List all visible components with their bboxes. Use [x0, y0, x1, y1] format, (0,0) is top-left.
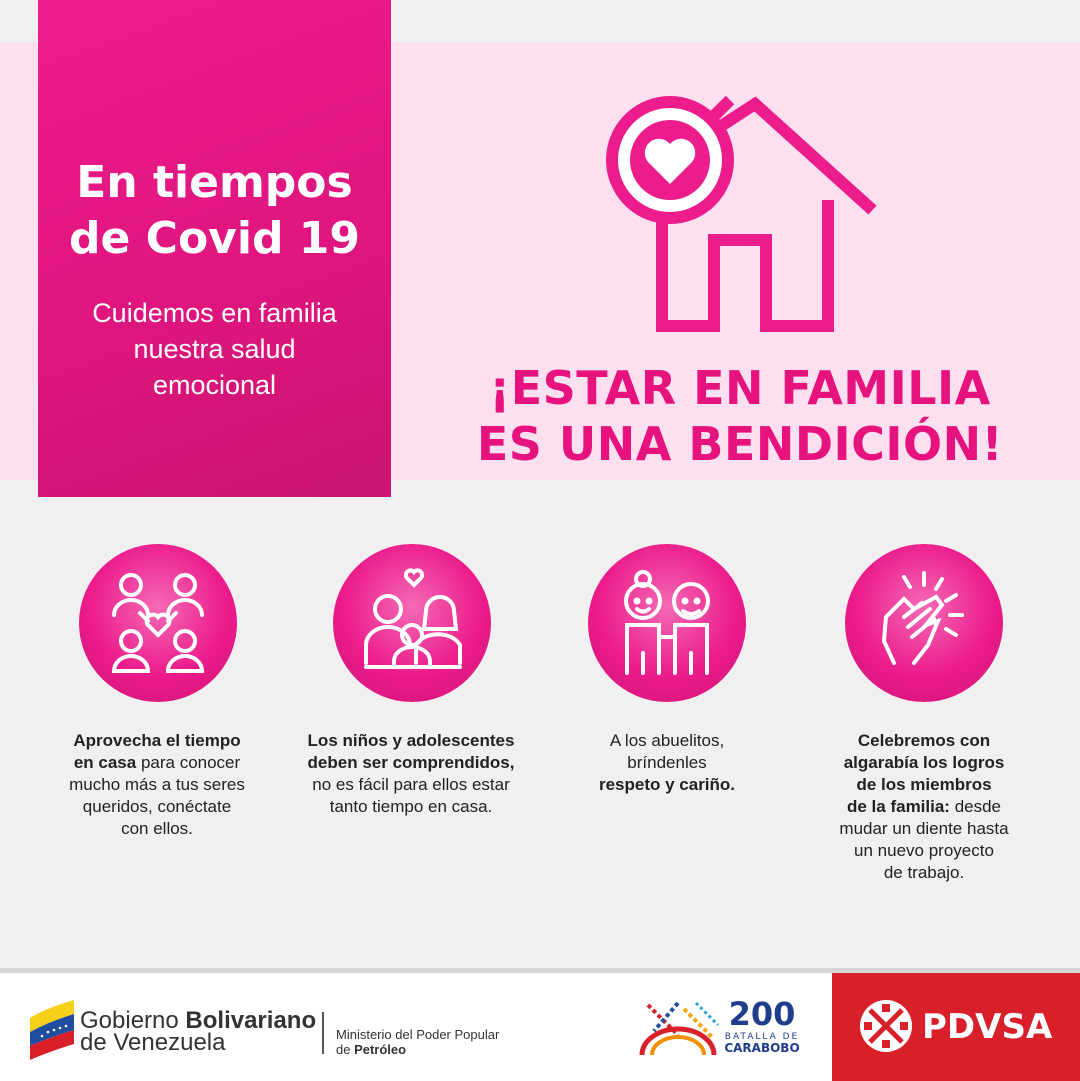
headline: ¡ESTAR EN FAMILIA ES UNA BENDICIÓN! [476, 361, 1004, 471]
pdvsa-wordmark: PDVSA [922, 1007, 1053, 1047]
bicentenario-line1: BATALLA DE [725, 1032, 799, 1042]
footer-divider [0, 968, 1080, 973]
tip-caption-3: A los abuelitos, bríndenles respeto y ca… [598, 731, 736, 794]
bicentenario-carabobo-logo: 200 BATALLA DE CARABOBO [639, 995, 800, 1056]
tip-circle-4 [845, 544, 1003, 702]
ministerio-label: Ministerio del Poder Popular de Petróleo [336, 1027, 500, 1057]
tip-circle-3 [588, 544, 746, 702]
pdvsa-sun-icon [860, 1000, 912, 1052]
tip-caption-4: Celebremos con algarabía los logros de l… [839, 731, 1009, 882]
house-heart-icon [606, 95, 877, 332]
main-title: En tiempos de Covid 19 [69, 157, 360, 264]
title-box: En tiempos de Covid 19 Cuidemos en famil… [38, 0, 391, 497]
tip-caption-1: Aprovecha el tiempo en casa para conocer… [69, 731, 245, 838]
gobierno-bolivariano-logo: Gobierno Bolivariano de Venezuela [80, 1007, 317, 1056]
tip-circle-2 [333, 544, 491, 702]
logo-separator [322, 1012, 324, 1054]
clapping-hands-icon [881, 571, 964, 665]
bicentenario-number: 200 [729, 995, 796, 1033]
tip-caption-2: Los niños y adolescentes deben ser compr… [307, 731, 515, 816]
tip-circle-1 [79, 544, 237, 702]
grandparents-icon [624, 570, 710, 675]
venezuela-flag-icon [30, 1000, 74, 1060]
subtitle: Cuidemos en familia nuestra salud emocio… [92, 298, 337, 400]
bicentenario-line2: CARABOBO [724, 1041, 799, 1055]
parents-child-icon [364, 568, 462, 669]
family-heart-icon [111, 573, 205, 673]
